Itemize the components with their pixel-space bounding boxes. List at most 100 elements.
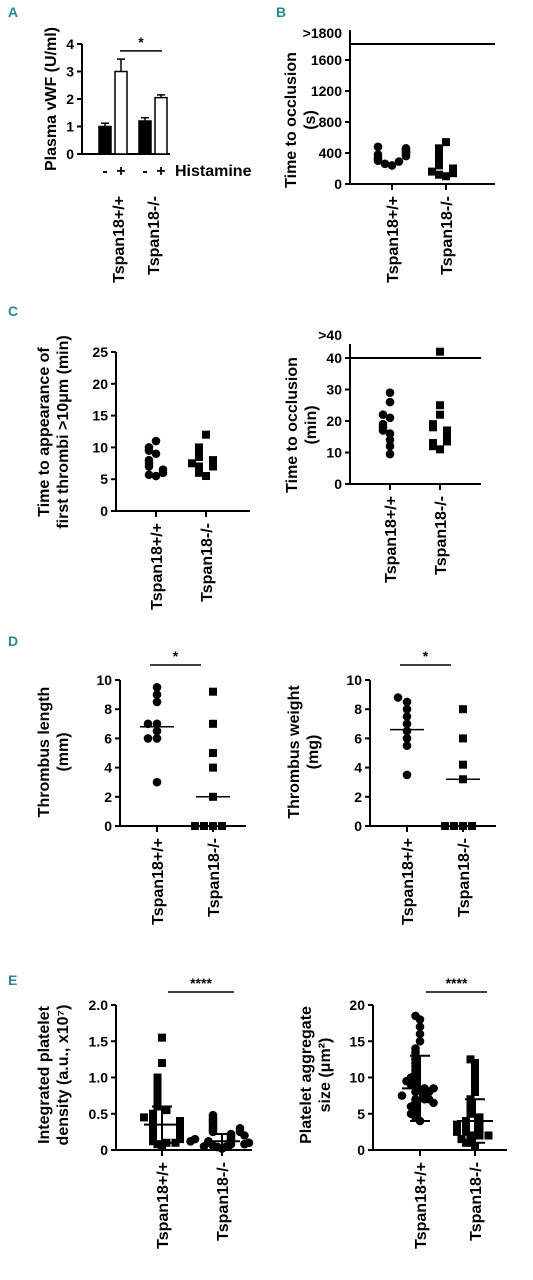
x-category-label: Tspan18-/- <box>199 523 216 602</box>
data-point <box>411 1044 420 1053</box>
y-axis-label-line: (mg) <box>305 735 322 770</box>
data-point <box>385 413 395 423</box>
x-category-label: Tspan18+/+ <box>155 1162 172 1249</box>
y-tick-label: 2 <box>66 91 74 107</box>
y-tick-label: 3 <box>66 64 74 80</box>
data-point <box>171 1138 180 1147</box>
bar <box>154 96 168 155</box>
data-point <box>235 1123 245 1133</box>
data-point <box>402 697 412 707</box>
data-point <box>436 401 444 410</box>
significance-label: * <box>138 34 144 50</box>
y-tick-label: 40 <box>326 350 342 366</box>
data-point <box>202 472 210 481</box>
data-point <box>190 1134 200 1144</box>
y-tick-label: 2.0 <box>89 997 109 1013</box>
y-axis-label: Time to occlusion (s) <box>283 52 319 188</box>
data-point <box>449 169 457 178</box>
treatment-tick: + <box>116 163 125 180</box>
data-point <box>385 388 395 397</box>
y-tick-label: 0 <box>100 1142 108 1158</box>
data-point <box>208 1110 218 1120</box>
y-tick-label: 10 <box>326 445 342 461</box>
y-tick-label: 20 <box>92 376 108 392</box>
data-point <box>144 470 154 480</box>
data-point <box>484 1131 493 1140</box>
data-point <box>195 443 203 452</box>
y-tick-label: 8 <box>354 701 362 717</box>
y-tick-label: 15 <box>92 408 108 424</box>
y-tick-label: 1.5 <box>89 1033 109 1049</box>
y-tick-label: 10 <box>92 439 108 455</box>
y-tick-label: 0 <box>100 503 108 519</box>
y-axis-label-line: Plasma vWF (U/ml) <box>43 27 60 171</box>
bar <box>114 70 128 155</box>
data-point <box>373 150 383 159</box>
y-tick-label: 0 <box>66 146 74 162</box>
y-tick-label: 4 <box>104 760 112 776</box>
y-axis-label-line: Time to appearance of <box>36 347 53 517</box>
x-category-label: Tspan18+/+ <box>150 838 167 925</box>
y-tick-label: 6 <box>104 730 112 746</box>
x-category-label: Tspan18-/- <box>468 1162 485 1241</box>
data-point <box>385 397 395 407</box>
y-axis-label-line: density (a.u., x10⁷) <box>55 1005 72 1146</box>
y-tick-label: 0.5 <box>89 1106 109 1122</box>
data-point <box>475 1113 484 1122</box>
y-tick-label: 2 <box>104 789 112 805</box>
data-point <box>151 449 161 459</box>
data-point <box>402 770 412 780</box>
data-point <box>202 430 210 439</box>
data-point <box>471 1073 479 1082</box>
data-point <box>406 1109 416 1119</box>
data-point <box>394 157 404 166</box>
data-point <box>415 1022 425 1032</box>
data-point <box>373 142 383 152</box>
data-point <box>209 719 217 728</box>
y-tick-label: 4 <box>66 36 74 52</box>
data-point <box>402 704 412 714</box>
y-tick-label: 0 <box>104 818 112 834</box>
chart-d2: 0 2 4 6 8 10 Tspan18+/+ Tspan18-/- * Thrombus wei… <box>286 648 496 925</box>
y-tick-label: 0 <box>334 176 342 192</box>
y-tick-label: 8 <box>104 701 112 717</box>
y-tick-label: 15 <box>349 1033 365 1049</box>
y-axis-label-line: Platelet aggregate <box>298 1006 315 1144</box>
y-tick-label: 1600 <box>311 52 342 68</box>
significance-label: **** <box>446 975 468 991</box>
data-point <box>453 1120 461 1129</box>
y-axis-label-line: Integrated platelet <box>36 1005 53 1143</box>
y-axis-label: Time to appearance of first thrombi >10μm… <box>36 335 72 528</box>
data-point <box>378 419 388 429</box>
x-category-label: Tspan18-/- <box>433 496 450 575</box>
data-point <box>397 1091 407 1100</box>
x-category-label: Tspan18+/+ <box>385 196 402 283</box>
data-point <box>209 749 217 757</box>
chart-e1: 0 0.5 1.0 1.5 2.0 Tspan18+/+ Tspan18-/- **** Int… <box>36 975 254 1249</box>
data-point <box>152 734 162 743</box>
data-point <box>429 1098 438 1108</box>
panel-label-d: D <box>8 633 18 649</box>
y-tick-label: 25 <box>92 344 108 360</box>
data-point <box>218 822 226 830</box>
data-point <box>435 144 443 153</box>
y-tick-label: 30 <box>326 382 342 398</box>
y-top-label: >1800 <box>303 25 343 41</box>
y-axis-label-line: first thrombi >10μm (min) <box>55 335 72 528</box>
data-point <box>385 449 395 459</box>
y-tick-label: 1 <box>66 119 74 135</box>
data-point <box>442 138 450 147</box>
y-axis-label-line: size (μm²) <box>317 1038 334 1113</box>
bar <box>98 125 112 155</box>
data-point <box>162 1106 171 1115</box>
y-axis-label-line: Time to occlusion <box>283 52 300 188</box>
data-point <box>415 1036 425 1046</box>
data-point <box>402 719 412 729</box>
y-axis-label: Plasma vWF (U/ml) <box>43 27 60 171</box>
y-tick-label: 2 <box>354 789 362 805</box>
data-point <box>411 1011 420 1021</box>
y-tick-label: 20 <box>326 413 342 429</box>
data-point <box>471 1142 479 1151</box>
y-tick-label: 1.0 <box>89 1070 109 1086</box>
data-point <box>191 822 199 830</box>
